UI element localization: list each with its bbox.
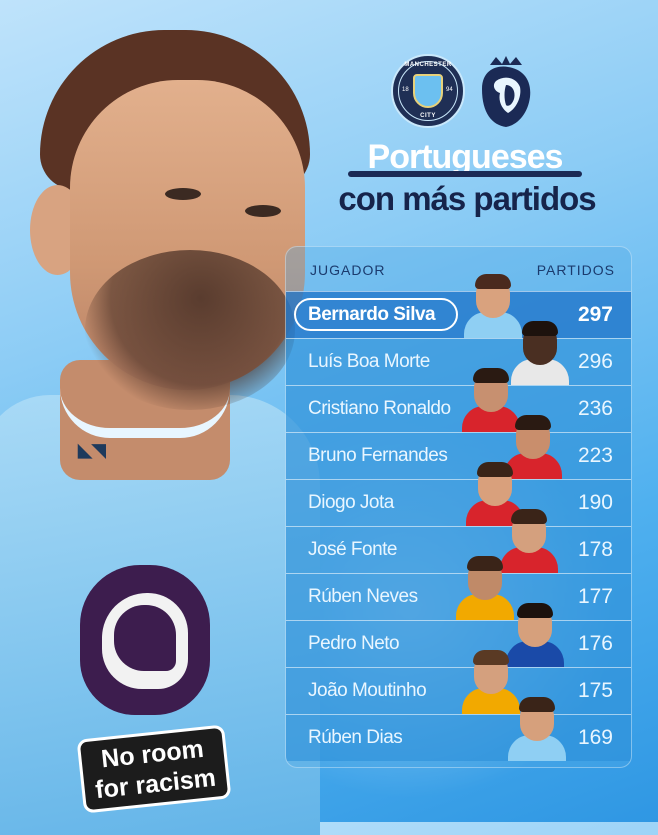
shirt-collar [60, 388, 230, 438]
manchester-city-crest-icon: MANCHESTER 18 94 CITY [391, 54, 465, 128]
games-count: 176 [577, 632, 613, 655]
player-name: Pedro Neto [308, 633, 400, 654]
title-line-1: Portugueses [340, 138, 590, 177]
table-row: Diogo Jota 190 [286, 462, 631, 526]
player-name: Bruno Fernandes [308, 445, 448, 466]
title-underline [348, 171, 582, 177]
player-name: Rúben Neves [308, 586, 418, 607]
games-count: 169 [577, 726, 613, 749]
premier-league-lion-icon [482, 56, 531, 127]
player-name: Bernardo Silva [308, 304, 436, 325]
table-row: Rúben Neves 177 [286, 556, 631, 620]
games-count: 297 [577, 303, 613, 326]
crest-year-right: 94 [446, 87, 453, 93]
title-line-2: con más partidos [338, 180, 596, 217]
player-photo-icon [511, 319, 569, 385]
title-line-1-text: Portugueses [367, 138, 564, 176]
player-name: João Moutinho [308, 680, 427, 701]
puma-logo-icon: ◣◥ [78, 440, 106, 460]
table-row: Pedro Neto 176 [286, 603, 631, 667]
player-name: Diogo Jota [308, 492, 394, 513]
player-eye-left [165, 188, 201, 200]
crest-bottom-text: CITY [420, 113, 436, 119]
table-row: Bernardo Silva 297 [286, 274, 631, 338]
table-row: Luís Boa Morte 296 [286, 321, 631, 385]
player-photo-icon [504, 413, 562, 479]
table-header: JUGADOR PARTIDOS [286, 247, 631, 291]
highlight-oval [294, 298, 458, 331]
header-player: JUGADOR [310, 262, 386, 278]
player-eye-right [245, 205, 281, 217]
games-count: 223 [577, 444, 613, 467]
premier-league-sleeve-badge-icon [80, 565, 210, 715]
player-photo-icon [462, 648, 520, 714]
games-count: 296 [577, 350, 613, 373]
player-name: Rúben Dias [308, 727, 403, 748]
header-games: PARTIDOS [536, 262, 615, 278]
games-count: 190 [577, 491, 613, 514]
games-count: 178 [577, 538, 613, 561]
crest-year-left: 18 [402, 87, 409, 93]
player-photo-icon [500, 507, 558, 573]
player-photo-icon [464, 272, 522, 338]
ranking-table: JUGADOR PARTIDOS Bernardo Silva 297 Luís… [285, 246, 632, 768]
crest-top-text: MANCHESTER [404, 62, 452, 68]
table-row: João Moutinho 175 [286, 650, 631, 714]
player-name: Luís Boa Morte [308, 351, 430, 372]
player-name: José Fonte [308, 539, 398, 560]
games-count: 177 [577, 585, 613, 608]
table-row: Bruno Fernandes 223 [286, 415, 631, 479]
player-name: Cristiano Ronaldo [308, 398, 451, 419]
player-photo-icon [456, 554, 514, 620]
crest-ring [398, 61, 458, 121]
player-photo-icon [462, 366, 520, 432]
lion-mane-shape [114, 605, 176, 671]
player-portrait: ◣◥ No room for racism [0, 0, 330, 835]
no-room-for-racism-patch: No room for racism [76, 724, 232, 814]
games-count: 175 [577, 679, 613, 702]
table-row: José Fonte 178 [286, 509, 631, 573]
crest-shield [413, 74, 443, 108]
table-row: Cristiano Ronaldo 236 [286, 368, 631, 432]
player-photo-icon [508, 695, 566, 761]
player-photo-icon [506, 601, 564, 667]
table-row: Rúben Dias 169 [286, 697, 631, 761]
games-count: 236 [577, 397, 613, 420]
player-beard [85, 250, 295, 410]
